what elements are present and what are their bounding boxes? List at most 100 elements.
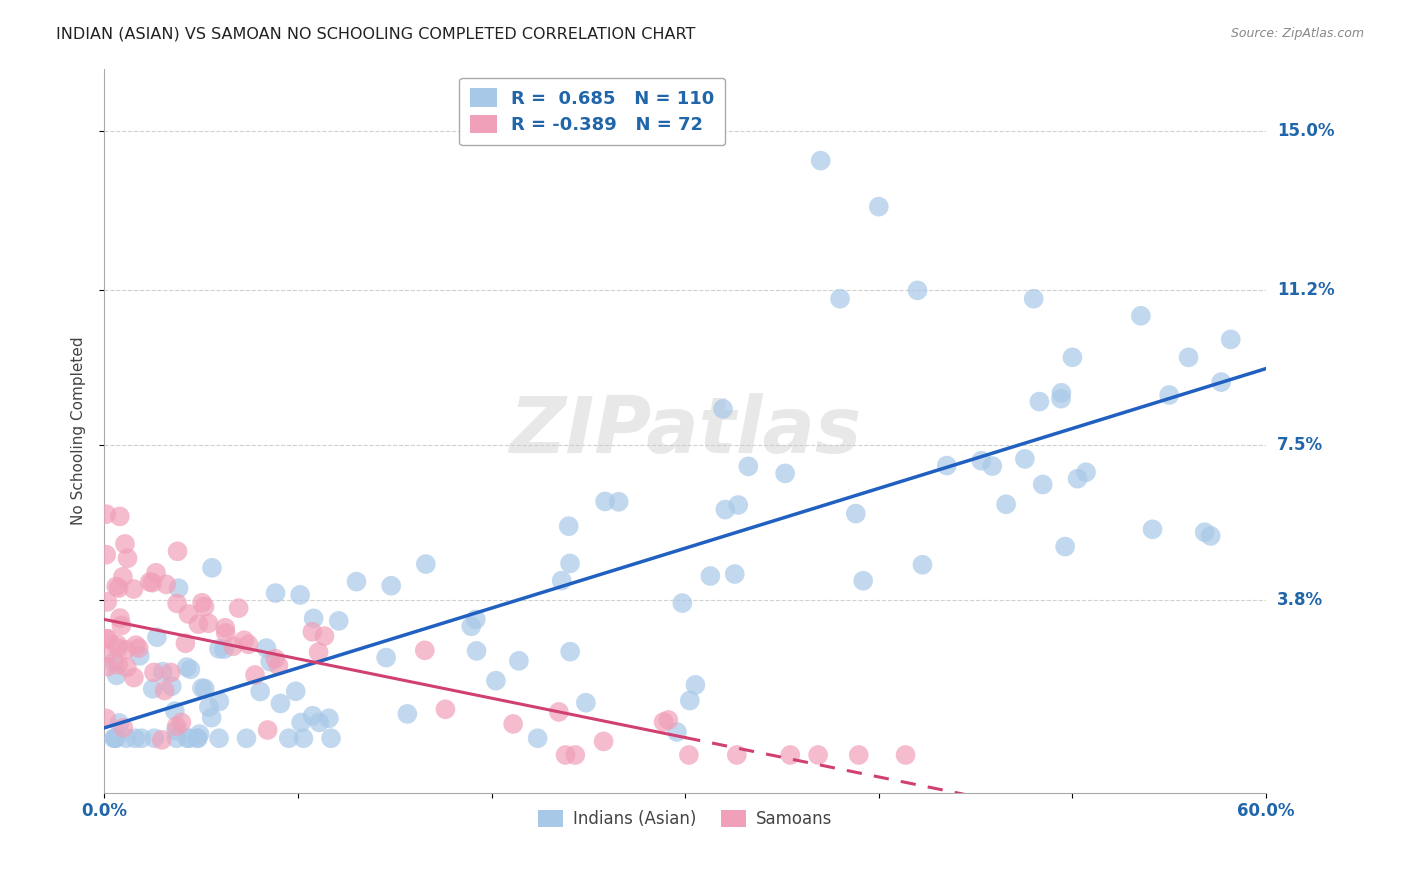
Point (288, 588, 311, 602)
Point (907, 284, 929, 298)
Point (679, 693, 702, 707)
Point (269, 697, 291, 711)
Point (187, 617, 209, 632)
Point (170, 715, 193, 730)
Point (249, 684, 271, 698)
Point (97, 632, 120, 646)
Point (150, 732, 173, 747)
Point (277, 731, 299, 746)
Point (711, 401, 734, 416)
Point (308, 645, 330, 659)
Point (657, 713, 679, 727)
Point (1211, 375, 1233, 389)
Point (548, 705, 571, 719)
Point (526, 731, 548, 746)
Point (235, 731, 257, 746)
Point (114, 642, 136, 657)
Point (201, 711, 224, 725)
Point (208, 694, 231, 708)
Point (1032, 477, 1054, 491)
Point (290, 715, 312, 730)
Point (652, 714, 675, 729)
Point (828, 292, 851, 306)
Point (128, 641, 150, 656)
Point (222, 639, 245, 653)
Point (264, 651, 287, 665)
Point (1199, 529, 1222, 543)
Point (911, 558, 934, 572)
Point (685, 678, 707, 692)
Point (415, 557, 437, 571)
Point (724, 567, 747, 582)
Point (228, 601, 250, 615)
Point (191, 596, 214, 610)
Point (1062, 351, 1084, 365)
Point (264, 586, 287, 600)
Point (167, 581, 190, 595)
Point (153, 683, 176, 698)
Point (995, 497, 1018, 511)
Point (187, 731, 209, 746)
Point (165, 723, 187, 738)
Point (699, 569, 721, 583)
Point (96, 711, 118, 725)
Point (117, 551, 139, 566)
Point (128, 648, 150, 663)
Point (413, 643, 436, 657)
Point (155, 577, 177, 591)
Point (314, 629, 336, 643)
Point (1050, 392, 1073, 406)
Point (593, 494, 616, 508)
Point (375, 650, 398, 665)
Point (550, 574, 572, 588)
Point (465, 644, 488, 658)
Point (319, 731, 342, 746)
Point (848, 747, 870, 762)
Point (166, 544, 188, 558)
Point (254, 641, 277, 656)
Point (96, 548, 118, 562)
Point (96, 595, 118, 609)
Point (852, 574, 875, 588)
Point (592, 734, 614, 748)
Y-axis label: No Schooling Completed: No Schooling Completed (72, 336, 86, 524)
Point (214, 621, 236, 635)
Point (894, 747, 917, 762)
Point (725, 747, 748, 762)
Point (671, 596, 693, 610)
Point (318, 711, 340, 725)
Text: 15.0%: 15.0% (1277, 122, 1334, 140)
Point (868, 200, 890, 214)
Point (665, 725, 688, 739)
Point (115, 731, 138, 746)
Point (186, 731, 208, 746)
Point (1142, 522, 1164, 536)
Point (108, 611, 131, 625)
Point (935, 458, 957, 473)
Point (142, 681, 165, 696)
Point (143, 665, 166, 680)
Point (193, 599, 215, 614)
Point (96, 507, 118, 521)
Point (1054, 540, 1077, 554)
Point (105, 668, 128, 682)
Point (810, 153, 832, 168)
Point (166, 597, 188, 611)
Point (107, 657, 129, 672)
Point (308, 715, 330, 730)
Point (108, 715, 131, 730)
Point (115, 660, 138, 674)
Legend: Indians (Asian), Samoans: Indians (Asian), Samoans (531, 804, 839, 835)
Point (104, 731, 127, 746)
Point (179, 662, 201, 676)
Point (122, 671, 145, 685)
Point (380, 579, 402, 593)
Point (1074, 465, 1097, 479)
Point (1177, 351, 1199, 365)
Point (191, 681, 214, 695)
Point (727, 498, 749, 512)
Point (124, 731, 146, 746)
Point (485, 673, 508, 688)
Point (159, 665, 181, 680)
Point (176, 660, 198, 674)
